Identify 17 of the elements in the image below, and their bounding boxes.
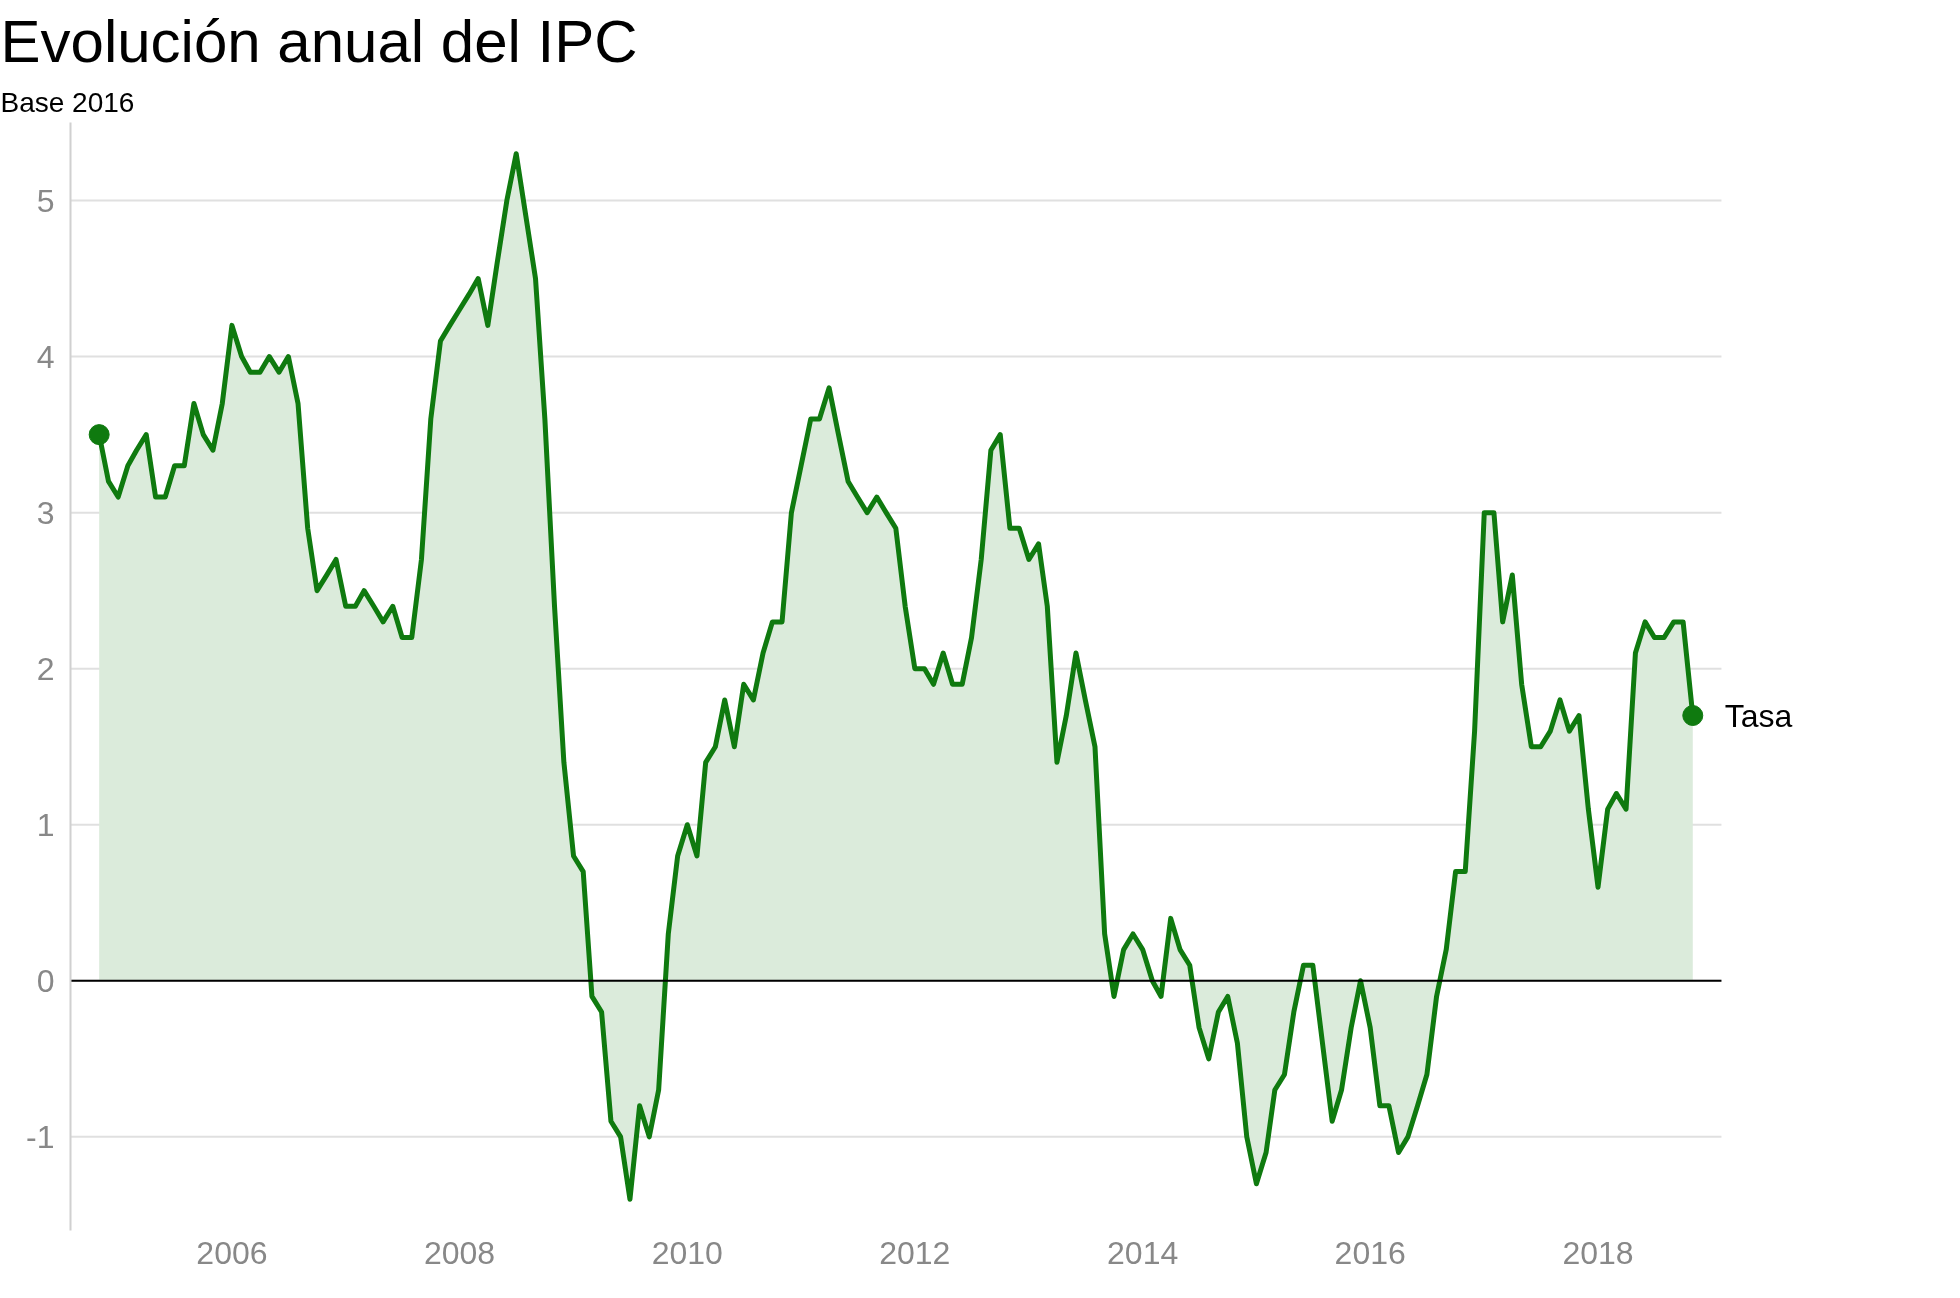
y-tick-label: 5 (36, 182, 55, 219)
series-label: Tasa (1724, 697, 1793, 734)
x-tick-label: 2010 (651, 1234, 723, 1271)
y-tick-label: 1 (36, 806, 55, 843)
y-tick-label: 3 (36, 494, 55, 531)
x-tick-label: 2018 (1562, 1234, 1634, 1271)
x-tick-label: 2008 (423, 1234, 496, 1271)
x-tick-label: 2014 (1107, 1234, 1179, 1271)
x-tick-label: 2012 (879, 1234, 951, 1271)
chart-subtitle: Base 2016 (0, 86, 135, 118)
y-tick-label: 2 (36, 650, 55, 687)
chart-title: Evolución anual del IPC (0, 7, 638, 75)
y-tick-label: -1 (26, 1118, 55, 1155)
y-tick-label: 4 (36, 338, 55, 375)
y-tick-label: 0 (36, 962, 55, 999)
x-tick-label: 2006 (196, 1234, 268, 1271)
x-tick-label: 2016 (1334, 1234, 1406, 1271)
